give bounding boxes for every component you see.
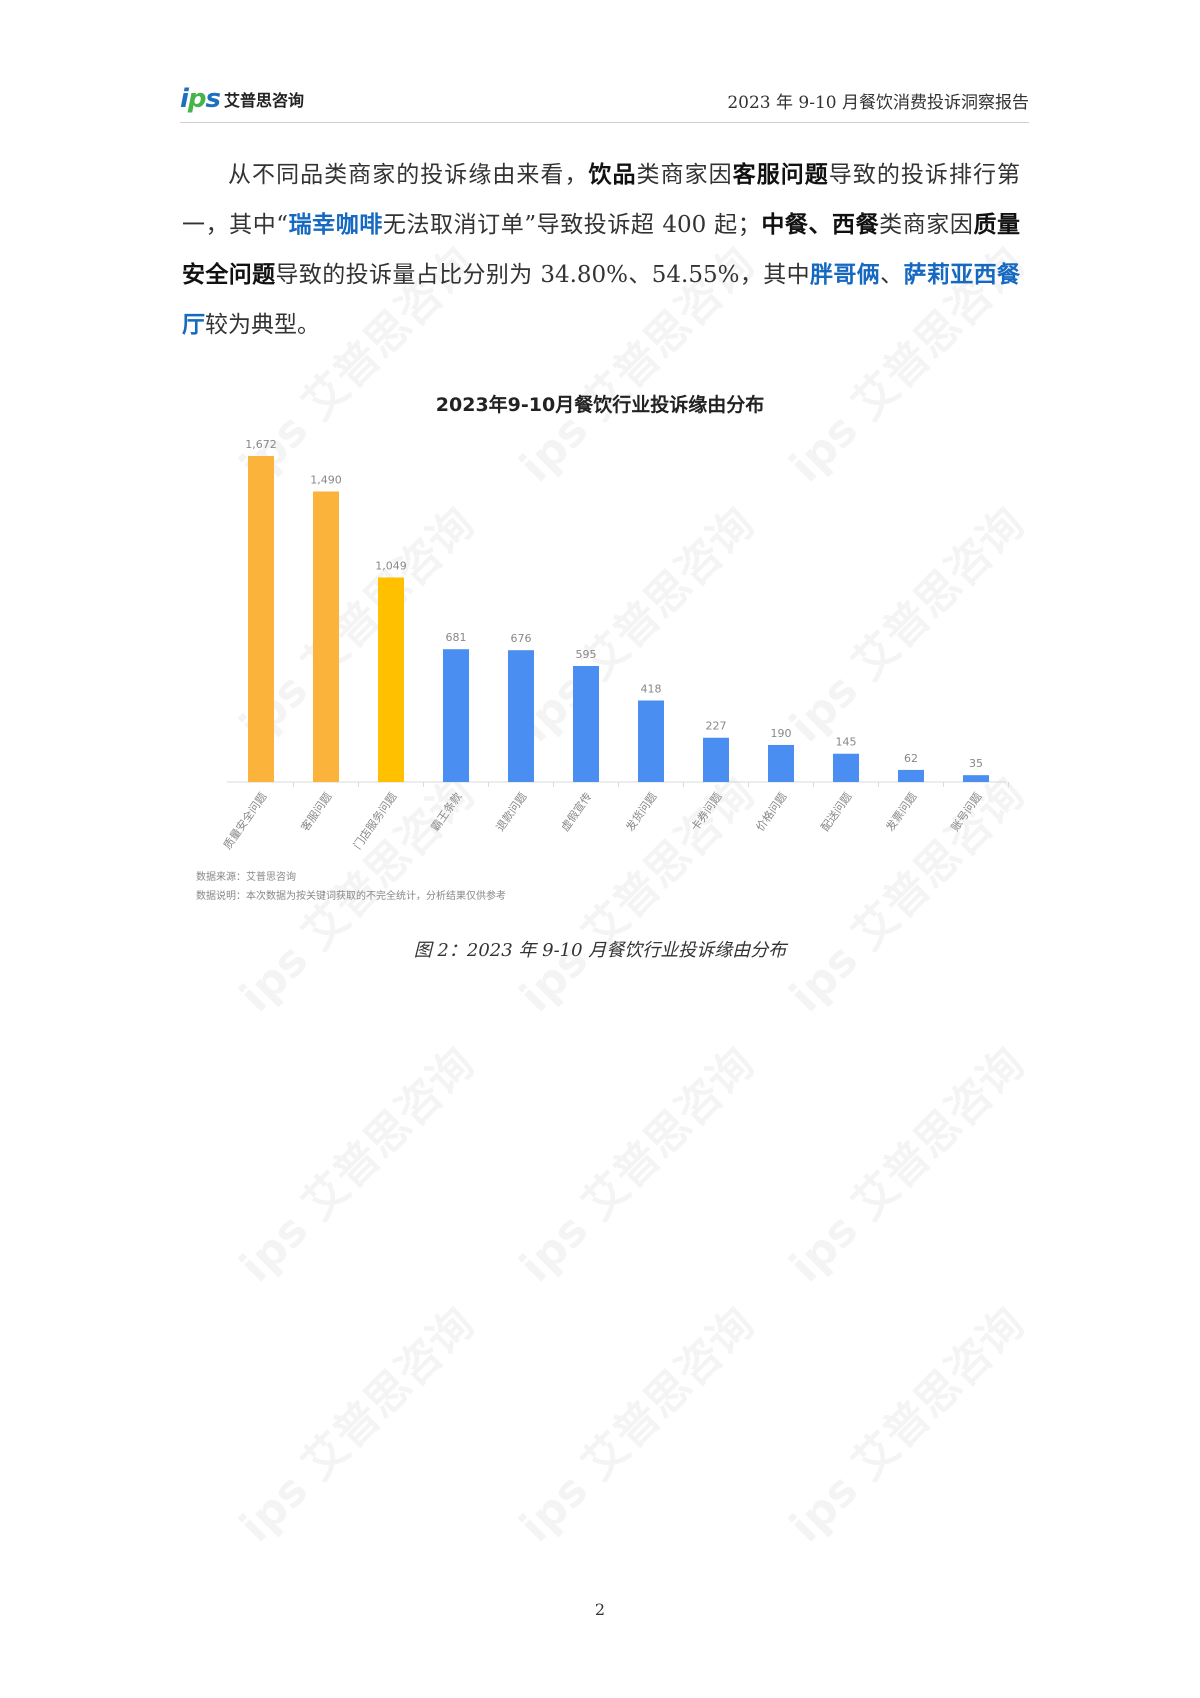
data-source: 数据来源：艾普思咨询: [196, 872, 296, 883]
watermark: ips 艾普思咨询: [772, 1030, 1035, 1293]
text-run: 、: [880, 262, 904, 288]
bold-text: 质量安全问题: [182, 211, 1021, 288]
x-tick-label: 退款问题: [493, 790, 530, 834]
text-run: 无法取消订单”导致投诉超 400 起；: [382, 212, 761, 238]
data-label: 62: [904, 752, 918, 765]
bar: [898, 769, 924, 782]
data-label: 35: [969, 757, 983, 770]
data-label: 145: [836, 736, 857, 749]
highlight-link-text: 胖哥俩: [810, 261, 881, 288]
bar: [248, 456, 274, 782]
page-header: ips 艾普思咨询 2023 年 9-10 月餐饮消费投诉洞察报告: [180, 84, 1029, 123]
bar-chart: 1,672 质量安全问题 1,490 客服问题 1,049 门店服务问题 681 霸王条款 67…: [220, 438, 1009, 852]
data-label: 595: [576, 648, 597, 661]
watermark: ips 艾普思咨询: [222, 1030, 485, 1293]
bar: [638, 700, 664, 782]
watermark: ips 艾普思咨询: [502, 1030, 765, 1293]
text-run: 导致的投诉量占比分别为 34.80%、54.55%，其中: [275, 262, 810, 288]
bar: [963, 775, 989, 782]
data-label: 1,490: [310, 473, 342, 486]
highlight-link-text: 萨莉亚西餐厅: [182, 261, 1021, 338]
bar: [703, 737, 729, 782]
data-note: 数据说明：本次数据为按关键词获取的不完全统计，分析结果仅供参考: [196, 891, 506, 902]
data-label: 676: [511, 632, 532, 645]
logo-mark: ips: [180, 84, 221, 114]
x-tick-label: 配送问题: [818, 790, 855, 834]
x-tick-label: 客服问题: [298, 790, 335, 834]
logo: ips 艾普思咨询: [180, 84, 304, 114]
bar: [313, 491, 339, 782]
bold-text: 中餐、西餐: [760, 211, 880, 238]
page-number: 2: [594, 1600, 606, 1619]
text-run: 从不同品类商家的投诉缘由来看，: [228, 162, 589, 188]
bar: [573, 665, 599, 782]
bar: [768, 744, 794, 782]
bar: [508, 650, 534, 782]
x-tick-label: 质量安全问题: [220, 790, 269, 852]
text-run: 类商家因: [636, 162, 733, 188]
bold-text: 客服问题: [732, 161, 829, 188]
bar: [833, 753, 859, 782]
highlight-link-text: 瑞幸咖啡: [288, 211, 383, 238]
data-label: 190: [771, 727, 792, 740]
x-tick-label: 账号问题: [949, 790, 985, 833]
logo-name: 艾普思咨询: [224, 91, 305, 110]
watermark: ips 艾普思咨询: [772, 1290, 1035, 1553]
header-title: 2023 年 9-10 月餐饮消费投诉洞察报告: [727, 93, 1029, 113]
figure-caption: 图 2：2023 年 9-10 月餐饮行业投诉缘由分布: [413, 940, 787, 961]
body-paragraph: 从不同品类商家的投诉缘由来看，饮品类商家因客服问题导致的投诉排行第一，其中“瑞幸…: [182, 150, 1020, 350]
x-tick-label: 发票问题: [883, 790, 920, 834]
bold-text: 饮品: [588, 161, 637, 188]
x-tick-label: 价格问题: [753, 790, 790, 834]
x-tick-label: 发货问题: [623, 790, 660, 834]
text-run: 类商家因: [879, 212, 974, 238]
text-run: 导致的投诉排行第一，其中“: [182, 162, 1020, 238]
watermark: ips 艾普思咨询: [222, 1290, 485, 1553]
data-label: 681: [446, 631, 467, 644]
x-tick-label: 霸王条款: [428, 790, 465, 834]
bar: [378, 577, 404, 782]
data-label: 227: [706, 720, 727, 733]
data-label: 1,672: [245, 438, 277, 451]
x-tick-label: 门店服务问题: [350, 790, 399, 852]
data-label: 1,049: [375, 559, 407, 572]
chart-title: 2023年9-10月餐饮行业投诉缘由分布: [435, 394, 765, 416]
text-run: 较为典型。: [205, 312, 320, 338]
x-tick-label: 虚假宣传: [558, 790, 595, 834]
data-label: 418: [641, 683, 662, 696]
watermark: ips 艾普思咨询: [502, 1290, 765, 1553]
bar: [443, 649, 469, 782]
x-tick-label: 卡券问题: [688, 790, 725, 834]
